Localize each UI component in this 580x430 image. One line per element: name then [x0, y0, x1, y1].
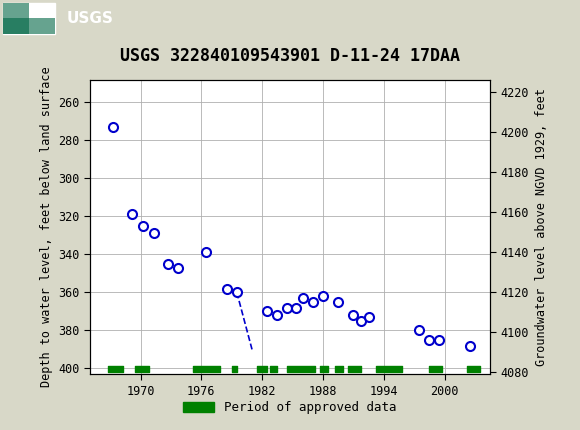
Text: USGS 322840109543901 D-11-24 17DAA: USGS 322840109543901 D-11-24 17DAA — [120, 47, 460, 65]
Y-axis label: Depth to water level, feet below land surface: Depth to water level, feet below land su… — [39, 67, 53, 387]
Text: USGS: USGS — [67, 11, 114, 26]
Bar — [3, 3, 55, 34]
Bar — [3, 3, 29, 34]
Bar — [3, 18, 55, 34]
Y-axis label: Groundwater level above NGVD 1929, feet: Groundwater level above NGVD 1929, feet — [535, 88, 548, 366]
Legend: Period of approved data: Period of approved data — [178, 396, 402, 419]
